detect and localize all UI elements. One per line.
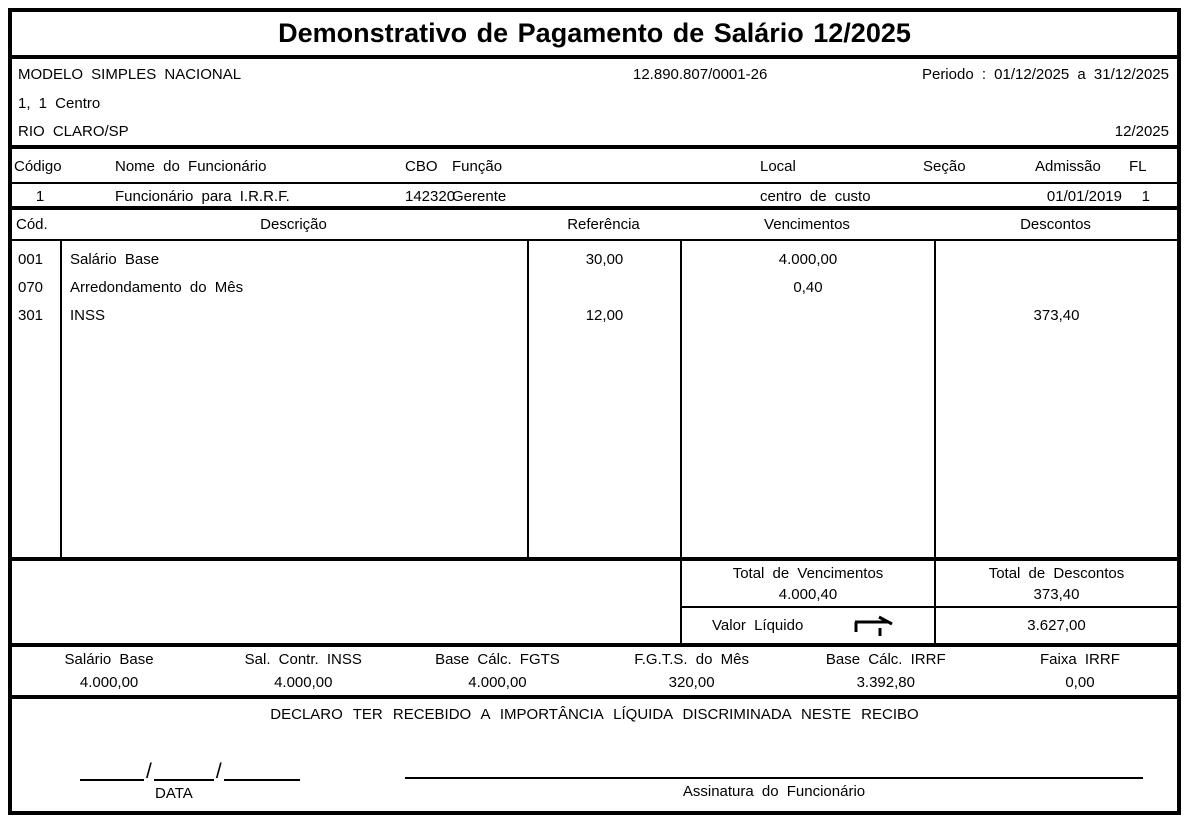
totals-empty-cell — [12, 561, 680, 643]
summary-label: Salário Base — [64, 651, 154, 668]
date-separator: / — [215, 760, 222, 783]
item-reference — [529, 274, 680, 302]
date-label: DATA — [155, 785, 193, 802]
date-month-line — [153, 747, 214, 781]
summary-cell: Sal. Contr. INSS 4.000,00 — [206, 647, 400, 695]
item-deduction — [936, 274, 1177, 302]
company-city: RIO CLARO/SP — [18, 123, 129, 140]
pay-period: Periodo : 01/12/2025 a 31/12/2025 — [921, 66, 1169, 83]
items-table-body: 001 070 301 Salário Base Arredondamento … — [12, 241, 1177, 561]
summary-label: Base Cálc. FGTS — [435, 651, 560, 668]
summary-value: 4.000,00 — [274, 674, 333, 691]
employee-funcao: Gerente — [452, 188, 507, 205]
col-header-codigo: Código — [14, 158, 62, 175]
total-earnings-value: 4.000,40 — [778, 586, 838, 603]
col-header-local: Local — [760, 158, 796, 175]
total-earnings-cell: Total de Vencimentos 4.000,40 — [682, 561, 934, 608]
employee-local: centro de custo — [760, 188, 871, 205]
employee-codigo: 1 — [35, 188, 45, 205]
summary-label: Sal. Contr. INSS — [244, 651, 362, 668]
net-value-cell: 3.627,00 — [936, 608, 1177, 643]
item-earning — [682, 302, 934, 330]
totals-earnings-column: Total de Vencimentos 4.000,40 Valor Líqu… — [680, 561, 934, 643]
net-value: 3.627,00 — [1027, 617, 1086, 634]
company-section: MODELO SIMPLES NACIONAL 12.890.807/0001-… — [12, 59, 1177, 149]
total-deductions-label: Total de Descontos — [988, 565, 1125, 582]
employee-admissao: 01/01/2019 — [1046, 188, 1122, 205]
summary-value: 0,00 — [1065, 674, 1095, 691]
summary-cell: Base Cálc. IRRF 3.392,80 — [789, 647, 983, 695]
company-address: 1, 1 Centro — [18, 95, 101, 112]
col-header-referencia: Referência — [567, 216, 640, 233]
item-reference: 12,00 — [585, 307, 624, 324]
employee-cbo: 142320 — [405, 188, 456, 205]
bases-summary-section: Salário Base 4.000,00 Sal. Contr. INSS 4… — [12, 647, 1177, 699]
item-description: INSS — [70, 307, 106, 324]
items-col-deductions: 373,40 — [934, 241, 1177, 557]
items-col-codes: 001 070 301 — [12, 241, 60, 557]
employee-fl: 1 — [1141, 188, 1150, 205]
item-code: 001 — [18, 251, 44, 268]
col-header-cod: Cód. — [16, 216, 48, 233]
total-deductions-value: 373,40 — [1033, 586, 1080, 603]
summary-label: Faixa IRRF — [1040, 651, 1120, 668]
signature-line — [405, 715, 1143, 779]
signature-label: Assinatura do Funcionário — [682, 783, 866, 800]
col-header-secao: Seção — [923, 158, 966, 175]
net-value-label-cell: Valor Líquido — [682, 608, 934, 643]
col-header-admissao: Admissão — [1035, 158, 1101, 175]
page-title: Demonstrativo de Pagamento de Salário 12… — [278, 18, 911, 48]
date-separator: / — [146, 760, 152, 783]
employee-table-header: Código Nome do Funcionário CBO Função Lo… — [12, 149, 1177, 184]
competence-month: 12/2025 — [1114, 123, 1169, 140]
date-year-line — [223, 747, 300, 781]
item-code: 301 — [18, 307, 44, 324]
totals-section: Total de Vencimentos 4.000,40 Valor Líqu… — [12, 561, 1177, 647]
summary-cell: Faixa IRRF 0,00 — [983, 647, 1177, 695]
declaration-text: DECLARO TER RECEBIDO A IMPORTÂNCIA LÍQUI… — [270, 706, 919, 723]
summary-value: 320,00 — [668, 674, 715, 691]
summary-value: 4.000,00 — [468, 674, 527, 691]
col-header-descontos: Descontos — [1020, 216, 1091, 233]
item-deduction: 373,40 — [1033, 307, 1080, 324]
date-day-line — [80, 747, 144, 781]
items-col-reference: 30,00 12,00 — [527, 241, 680, 557]
total-deductions-cell: Total de Descontos 373,40 — [936, 561, 1177, 608]
company-cnpj: 12.890.807/0001-26 — [633, 66, 768, 83]
item-deduction — [936, 246, 1177, 274]
item-description: Arredondamento do Mês — [70, 279, 244, 296]
col-header-cbo: CBO — [405, 158, 438, 175]
total-earnings-label: Total de Vencimentos — [732, 565, 884, 582]
summary-cell: F.G.T.S. do Mês 320,00 — [595, 647, 789, 695]
items-col-earnings: 4.000,00 0,40 — [680, 241, 934, 557]
item-description: Salário Base — [70, 251, 160, 268]
summary-label: Base Cálc. IRRF — [825, 651, 946, 668]
summary-value: 4.000,00 — [79, 674, 139, 691]
col-header-nome: Nome do Funcionário — [115, 158, 267, 175]
net-value-arrow-icon — [854, 615, 894, 636]
col-header-fl: FL — [1129, 158, 1147, 175]
item-earning: 0,40 — [793, 279, 823, 296]
employee-nome: Funcionário para I.R.R.F. — [115, 188, 290, 205]
summary-cell: Salário Base 4.000,00 — [12, 647, 206, 695]
summary-label: F.G.T.S. do Mês — [634, 651, 749, 668]
payslip-document: Demonstrativo de Pagamento de Salário 12… — [8, 8, 1181, 815]
declaration-section: DECLARO TER RECEBIDO A IMPORTÂNCIA LÍQUI… — [12, 699, 1177, 811]
summary-cell: Base Cálc. FGTS 4.000,00 — [400, 647, 594, 695]
net-value-label: Valor Líquido — [712, 617, 804, 634]
summary-value: 3.392,80 — [856, 674, 915, 691]
company-name: MODELO SIMPLES NACIONAL — [18, 66, 242, 83]
totals-deductions-column: Total de Descontos 373,40 3.627,00 — [934, 561, 1177, 643]
title-bar: Demonstrativo de Pagamento de Salário 12… — [12, 12, 1177, 59]
col-header-funcao: Função — [452, 158, 503, 175]
date-fill-in: / / — [80, 747, 300, 783]
item-earning: 4.000,00 — [778, 251, 838, 268]
items-col-descriptions: Salário Base Arredondamento do Mês INSS — [60, 241, 527, 557]
col-header-descricao: Descrição — [260, 216, 327, 233]
col-header-vencimentos: Vencimentos — [764, 216, 850, 233]
employee-row: 1 Funcionário para I.R.R.F. 142320 Geren… — [12, 184, 1177, 210]
item-reference: 30,00 — [585, 251, 624, 268]
item-code: 070 — [18, 279, 44, 296]
items-table-header: Cód. Descrição Referência Vencimentos De… — [12, 210, 1177, 241]
